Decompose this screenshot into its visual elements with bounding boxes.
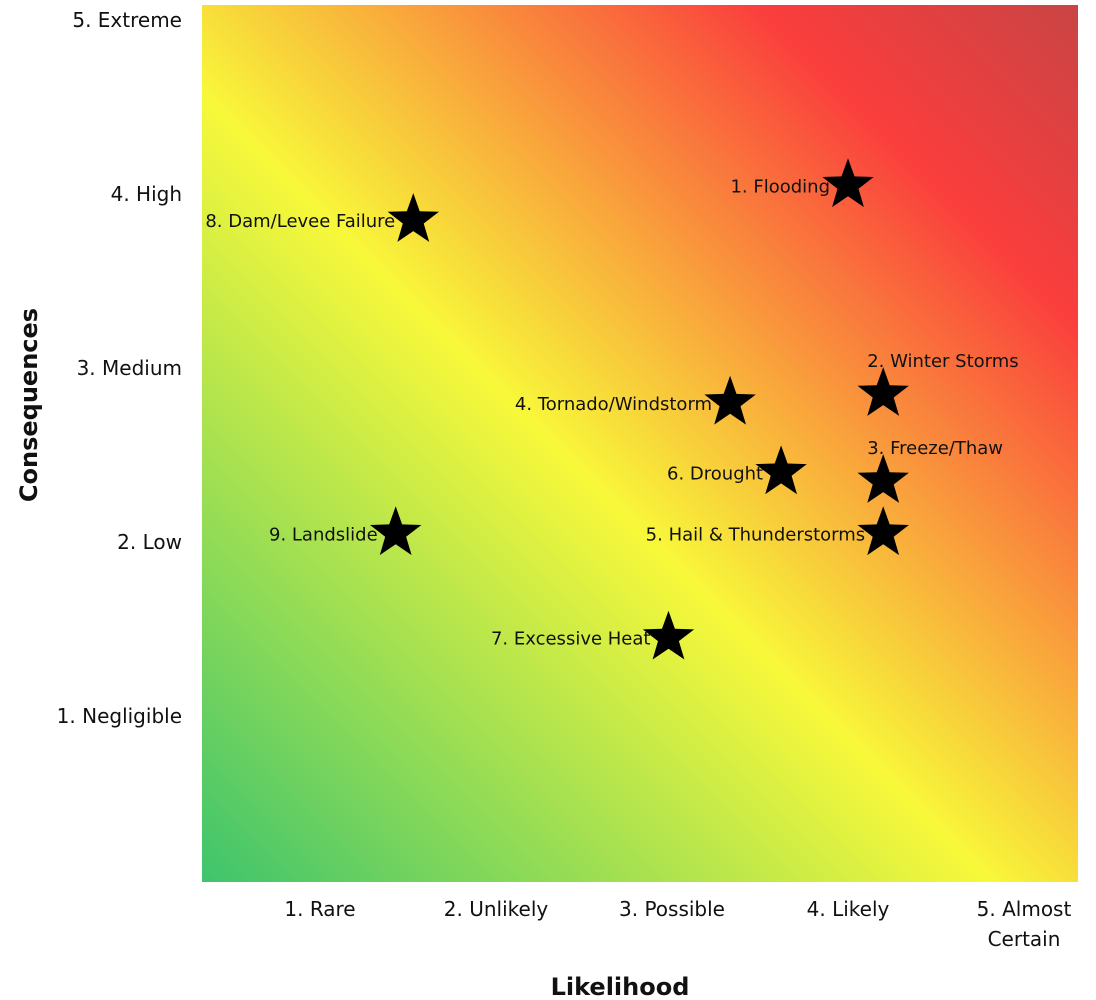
y-tick-label: 1. Negligible xyxy=(57,704,182,728)
x-tick-label: 3. Possible xyxy=(619,897,725,921)
risk-point-label: 5. Hail & Thunderstorms xyxy=(646,524,866,545)
y-axis-ticks: 1. Negligible 2. Low 3. Medium 4. High 5. Ex… xyxy=(57,8,182,728)
y-tick-label: 2. Low xyxy=(117,530,182,554)
x-tick-label: 5. Almost Certain xyxy=(977,897,1072,951)
risk-points: 1. Flooding 2. Winter Storms 3. Freeze/Tha… xyxy=(205,158,1019,660)
risk-point-star xyxy=(857,367,909,416)
risk-point-label: 6. Drought xyxy=(667,463,763,484)
y-tick-label: 3. Medium xyxy=(77,356,182,380)
x-tick-label-line: 2. Unlikely xyxy=(444,897,549,921)
risk-point-label: 8. Dam/Levee Failure xyxy=(205,211,395,232)
y-tick-label: 4. High xyxy=(111,182,182,206)
risk-point-label: 3. Freeze/Thaw xyxy=(867,438,1003,459)
risk-point-label: 1. Flooding xyxy=(730,176,830,197)
risk-point-star xyxy=(857,454,909,503)
risk-point-label: 4. Tornado/Windstorm xyxy=(515,394,712,415)
risk-point-star xyxy=(370,506,422,556)
risk-point-star xyxy=(704,375,756,425)
x-tick-label-line: Certain xyxy=(988,927,1061,951)
risk-point-star xyxy=(387,193,439,242)
y-tick-label: 5. Extreme xyxy=(72,8,182,32)
x-tick-label: 1. Rare xyxy=(284,897,355,921)
x-axis-ticks: 1. Rare 2. Unlikely 3. Possible 4. Likely 5.… xyxy=(284,897,1071,951)
x-tick-label: 2. Unlikely xyxy=(444,897,549,921)
plot-background xyxy=(202,5,1078,882)
risk-point-star xyxy=(822,158,874,208)
risk-point-star xyxy=(642,610,695,660)
risk-point-label: 7. Excessive Heat xyxy=(491,629,650,650)
x-tick-label-line: 4. Likely xyxy=(807,897,890,921)
x-tick-label-line: 3. Possible xyxy=(619,897,725,921)
risk-point-label: 9. Landslide xyxy=(269,524,378,545)
y-axis-title: Consequences xyxy=(15,308,43,502)
risk-point-star xyxy=(857,506,909,556)
risk-point-star xyxy=(755,445,807,495)
x-axis-title: Likelihood xyxy=(551,973,690,1000)
risk-point-label: 2. Winter Storms xyxy=(867,351,1018,372)
x-tick-label-line: 1. Rare xyxy=(284,897,355,921)
x-tick-label: 4. Likely xyxy=(807,897,890,921)
x-tick-label-line: 5. Almost xyxy=(977,897,1072,921)
